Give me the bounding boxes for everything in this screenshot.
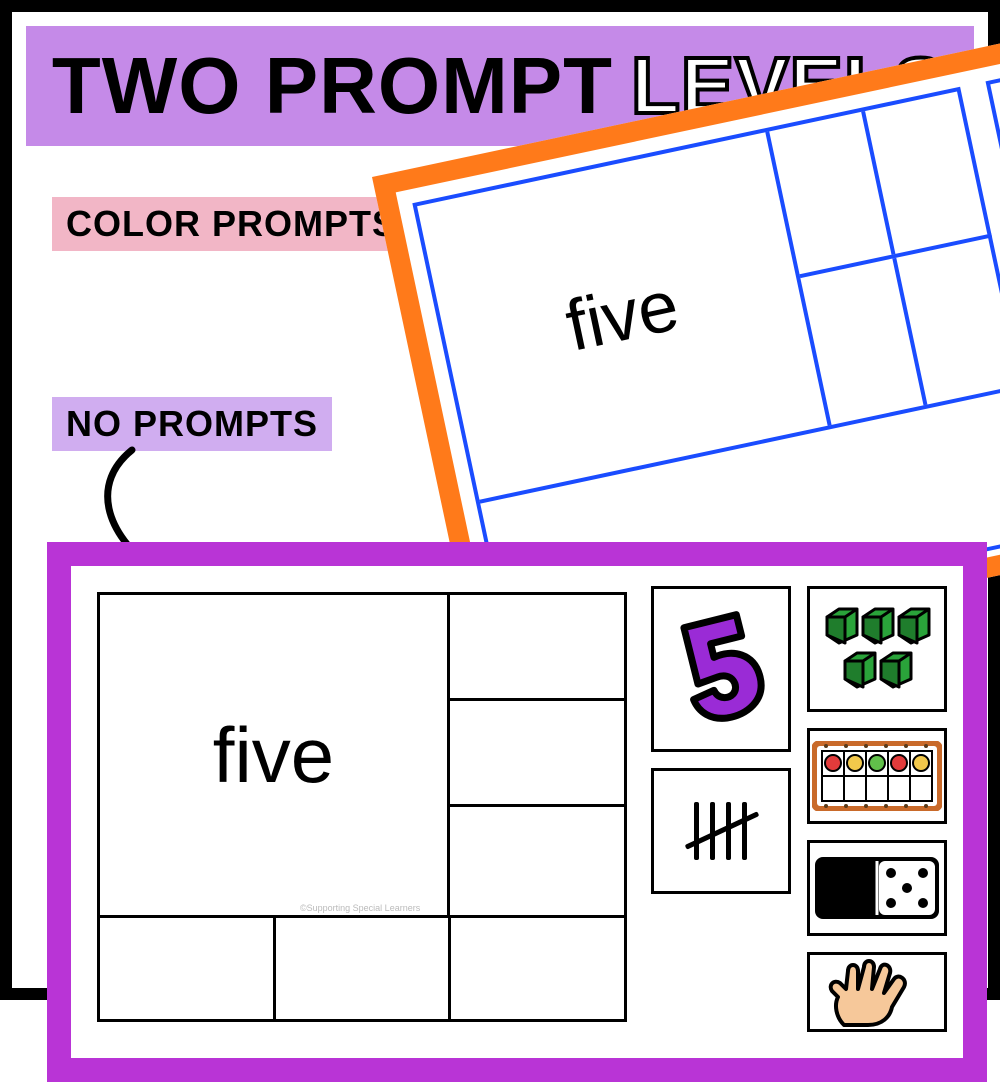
mat-small-grid [450,595,627,915]
tile-grid-black [651,586,947,1032]
number-word: five [213,710,334,801]
tile-hand [807,952,947,1032]
header-text-dark: TWO PROMPT [52,40,613,132]
tile-tally [651,768,791,894]
number-word: five [559,264,686,368]
tile-numeral-five [651,586,791,752]
tally-icon [686,796,756,866]
mat-big-box: five [100,595,450,915]
hand-icon [822,957,932,1027]
tile-cubes [807,586,947,712]
sorting-mat-black: five ©Supporting Special Learners [97,592,627,1022]
numeral-five-icon [671,604,771,734]
copyright-text: ©Supporting Special Learners [300,903,420,913]
domino-icon [813,855,941,921]
label-color-prompts: COLOR PROMPTS [52,197,411,251]
tenframe-icon [812,741,942,811]
cubes-icon [817,599,937,699]
mat-bottom-row [100,915,624,1019]
tile-domino [807,840,947,936]
tile-numeral-five [986,56,1000,218]
card-no-prompts: five ©Supporting Special Learners [47,542,987,1082]
tile-tenframe [807,728,947,824]
